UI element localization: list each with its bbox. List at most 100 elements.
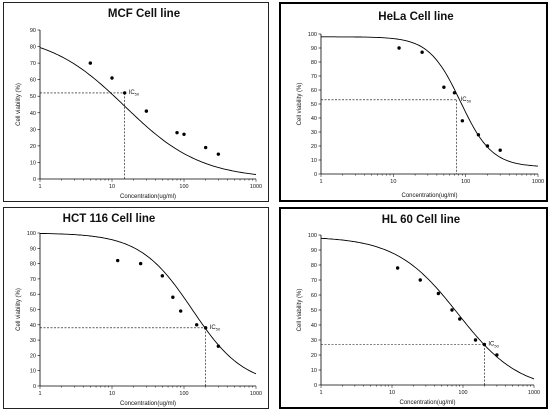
y-tick-label: 0 bbox=[314, 172, 317, 178]
data-point bbox=[473, 338, 478, 342]
y-tick-label: 90 bbox=[30, 28, 36, 34]
y-tick-label: 30 bbox=[311, 338, 317, 344]
y-tick-label: 90 bbox=[311, 46, 317, 52]
data-point bbox=[175, 130, 179, 135]
y-tick-label: 70 bbox=[311, 74, 317, 80]
y-axis-label: Cell viability (%) bbox=[297, 83, 303, 126]
x-axis-label: Concentration(ug/ml) bbox=[120, 401, 176, 407]
y-tick-label: 70 bbox=[30, 61, 36, 67]
x-tick-label: 1000 bbox=[250, 184, 262, 190]
y-tick-label: 20 bbox=[30, 353, 36, 359]
y-tick-label: 30 bbox=[311, 130, 317, 136]
chart-svg: MCF Cell line 0 10 20 30 40 50 60 70 80 90 1 10 100 10… bbox=[16, 8, 262, 200]
x-tick-label: 100 bbox=[461, 179, 470, 185]
fit-curve bbox=[39, 47, 257, 175]
data-point bbox=[144, 109, 149, 113]
y-tick-label: 50 bbox=[311, 308, 317, 314]
y-tick-label: 60 bbox=[311, 293, 317, 299]
data-point bbox=[397, 46, 401, 50]
y-tick-label: 80 bbox=[311, 263, 317, 269]
y-tick-label: 40 bbox=[30, 323, 36, 329]
x-tick-label: 1 bbox=[38, 391, 41, 397]
fit-curve bbox=[321, 36, 539, 167]
chart-title: HCT 116 Cell line bbox=[63, 213, 156, 225]
y-tick-label: 100 bbox=[27, 231, 36, 237]
x-tick-label: 10 bbox=[390, 179, 396, 185]
y-tick-label: 0 bbox=[33, 177, 36, 183]
panel-hct116: HCT 116 Cell line 0 10 20 30 40 50 60 70 80 90 100 1… bbox=[3, 207, 269, 409]
chart-title: HL 60 Cell line bbox=[382, 214, 460, 226]
x-tick-label: 100 bbox=[179, 391, 188, 397]
y-tick-label: 0 bbox=[314, 383, 317, 389]
x-axis-label: Concentration(ug/ml) bbox=[401, 193, 457, 199]
y-tick-label: 80 bbox=[311, 60, 317, 66]
data-point bbox=[138, 261, 143, 266]
x-tick-label: 1 bbox=[38, 184, 41, 190]
y-tick-label: 50 bbox=[30, 94, 36, 100]
data-point bbox=[171, 295, 175, 299]
ic50-label: IC50 bbox=[210, 325, 221, 332]
y-tick-label: 10 bbox=[30, 369, 36, 375]
data-point bbox=[450, 308, 454, 312]
y-tick-label: 100 bbox=[308, 233, 317, 239]
y-tick-label: 90 bbox=[30, 246, 36, 252]
data-point bbox=[485, 144, 490, 148]
chart-svg: HCT 116 Cell line 0 10 20 30 40 50 60 70 80 90 100 1… bbox=[16, 213, 262, 407]
data-point bbox=[495, 353, 499, 357]
y-axis-label: Cell viability (%) bbox=[297, 289, 303, 332]
data-point bbox=[216, 152, 221, 156]
x-tick-label: 10 bbox=[109, 391, 115, 397]
x-tick-label: 100 bbox=[458, 390, 467, 396]
y-tick-label: 60 bbox=[311, 88, 317, 94]
y-tick-label: 30 bbox=[30, 127, 36, 133]
x-axis-label: Concentration(ug/ml) bbox=[120, 194, 176, 200]
data-point bbox=[482, 342, 487, 347]
y-tick-label: 20 bbox=[311, 144, 317, 150]
y-tick-label: 40 bbox=[311, 116, 317, 122]
data-point bbox=[194, 323, 199, 327]
y-tick-label: 70 bbox=[311, 278, 317, 284]
y-tick-label: 80 bbox=[30, 262, 36, 268]
y-tick-label: 100 bbox=[308, 32, 317, 38]
data-point bbox=[88, 61, 93, 65]
data-point bbox=[498, 148, 502, 152]
data-point bbox=[203, 326, 208, 330]
x-tick-label: 1 bbox=[319, 179, 322, 185]
data-point bbox=[436, 291, 441, 296]
data-point bbox=[216, 344, 221, 348]
panel-hl60: HL 60 Cell line 0 10 20 30 40 50 60 70 80 90 100 1 10… bbox=[279, 207, 548, 409]
data-point bbox=[460, 119, 465, 123]
data-point bbox=[395, 266, 400, 270]
data-point bbox=[182, 132, 186, 136]
y-tick-label: 0 bbox=[33, 384, 36, 390]
data-point bbox=[420, 50, 424, 54]
data-point bbox=[179, 309, 183, 313]
chart-title: HeLa Cell line bbox=[378, 11, 453, 23]
fit-curve bbox=[320, 237, 535, 380]
y-tick-label: 10 bbox=[30, 160, 36, 166]
y-tick-label: 30 bbox=[30, 338, 36, 344]
y-tick-label: 50 bbox=[311, 102, 317, 108]
x-tick-label: 1 bbox=[319, 390, 322, 396]
y-axis-label: Cell viability (%) bbox=[16, 288, 22, 331]
data-point bbox=[442, 85, 446, 89]
panel-hela: HeLa Cell line 0 10 20 30 40 50 60 70 80 90 100 1 10 1… bbox=[279, 2, 548, 202]
x-tick-label: 10 bbox=[389, 390, 395, 396]
y-tick-label: 60 bbox=[30, 78, 36, 84]
ic50-label: IC50 bbox=[461, 97, 472, 104]
x-tick-label: 1000 bbox=[528, 390, 540, 396]
data-point bbox=[418, 278, 422, 282]
x-tick-label: 1000 bbox=[250, 391, 262, 397]
data-point bbox=[452, 91, 457, 95]
y-axis-label: Cell viability (%) bbox=[16, 83, 22, 126]
data-point bbox=[203, 145, 208, 150]
x-tick-label: 10 bbox=[109, 184, 115, 190]
fit-curve bbox=[39, 232, 257, 375]
panel-mcf: MCF Cell line 0 10 20 30 40 50 60 70 80 90 1 10 100 10… bbox=[3, 2, 269, 202]
x-axis-label: Concentration(ug/ml) bbox=[399, 400, 455, 406]
y-tick-label: 10 bbox=[311, 158, 317, 164]
y-tick-label: 20 bbox=[30, 144, 36, 150]
